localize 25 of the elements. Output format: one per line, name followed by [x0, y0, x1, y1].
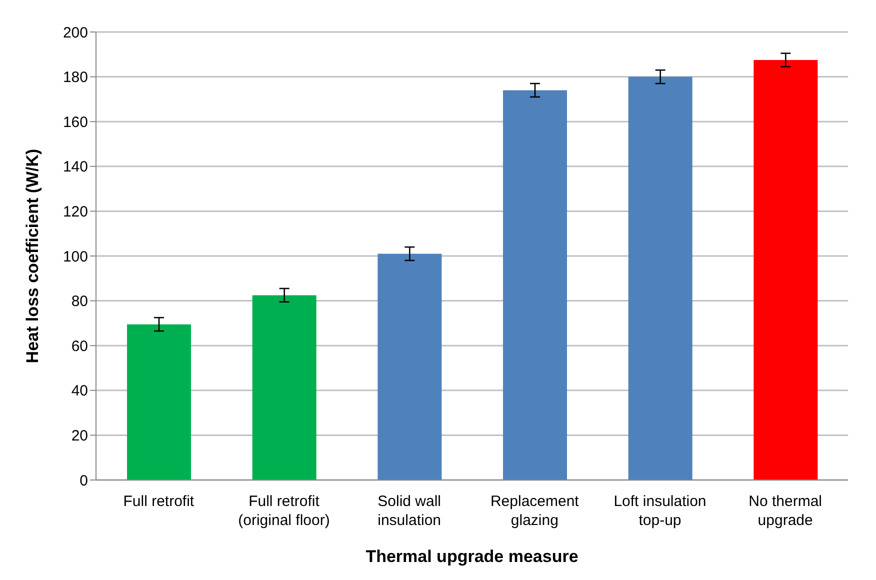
x-axis-title: Thermal upgrade measure [366, 547, 578, 566]
x-tick-label: No thermal upgrade [748, 493, 822, 529]
y-tick-label: 0 [80, 472, 88, 490]
y-axis-title: Heat loss coefficient (W/K) [23, 148, 42, 364]
y-tick-label: 100 [62, 248, 88, 266]
y-tick-label: 180 [62, 69, 88, 86]
bar [252, 295, 316, 480]
bar [378, 254, 442, 480]
y-tick-label: 20 [71, 428, 88, 445]
y-tick-label: 200 [62, 24, 88, 42]
x-tick-label: Replacement glazing [490, 493, 580, 529]
y-tick-label: 80 [71, 293, 88, 310]
bar [503, 90, 567, 480]
y-tick-label: 120 [62, 204, 88, 221]
y-tick-label: 60 [71, 338, 88, 355]
bar [628, 76, 692, 480]
x-tick-label: Full retrofit (original floor) [238, 493, 330, 529]
bar [754, 60, 818, 480]
bar [127, 324, 191, 480]
x-tick-label: Loft insulation top-up [614, 493, 706, 529]
y-tick-label: 160 [62, 114, 88, 131]
y-tick-label: 40 [71, 382, 88, 400]
x-tick-label: Solid wall insulation [378, 493, 442, 529]
y-tick-label: 140 [62, 158, 88, 176]
x-tick-label: Full retrofit [123, 493, 195, 510]
